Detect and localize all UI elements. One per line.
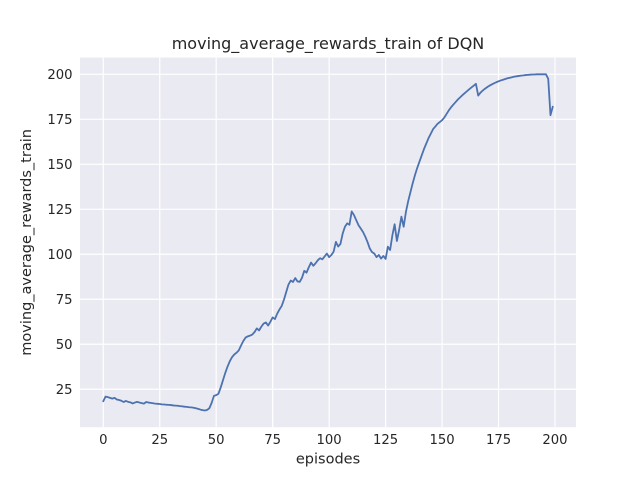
y-tick-labels: 25 50 75 100 125 150 175 200 [47,68,72,398]
x-tick-label: 0 [99,433,107,448]
x-tick-label: 150 [429,433,454,448]
y-axis-label: moving_average_rewards_train [19,129,35,356]
y-tick-label: 25 [56,383,73,398]
x-tick-label: 175 [486,433,511,448]
y-tick-label: 125 [47,203,72,218]
chart-title: moving_average_rewards_train of DQN [172,34,485,54]
y-tick-label: 200 [47,68,72,83]
plot-area [80,57,576,428]
y-tick-label: 150 [47,158,72,173]
x-tick-label: 125 [373,433,398,448]
series-line-moving-average [102,73,554,412]
y-tick-label: 75 [56,293,73,308]
x-tick-label: 50 [208,433,225,448]
x-tick-labels: 0 25 50 75 100 125 150 175 200 [99,433,568,448]
x-tick-label: 25 [151,433,168,448]
x-axis-label: episodes [296,452,360,468]
y-tick-label: 50 [56,338,73,353]
y-tick-label: 175 [47,113,72,128]
x-tick-label: 200 [542,433,567,448]
y-tick-label: 100 [47,248,72,263]
x-tick-label: 100 [317,433,342,448]
x-tick-label: 75 [264,433,281,448]
